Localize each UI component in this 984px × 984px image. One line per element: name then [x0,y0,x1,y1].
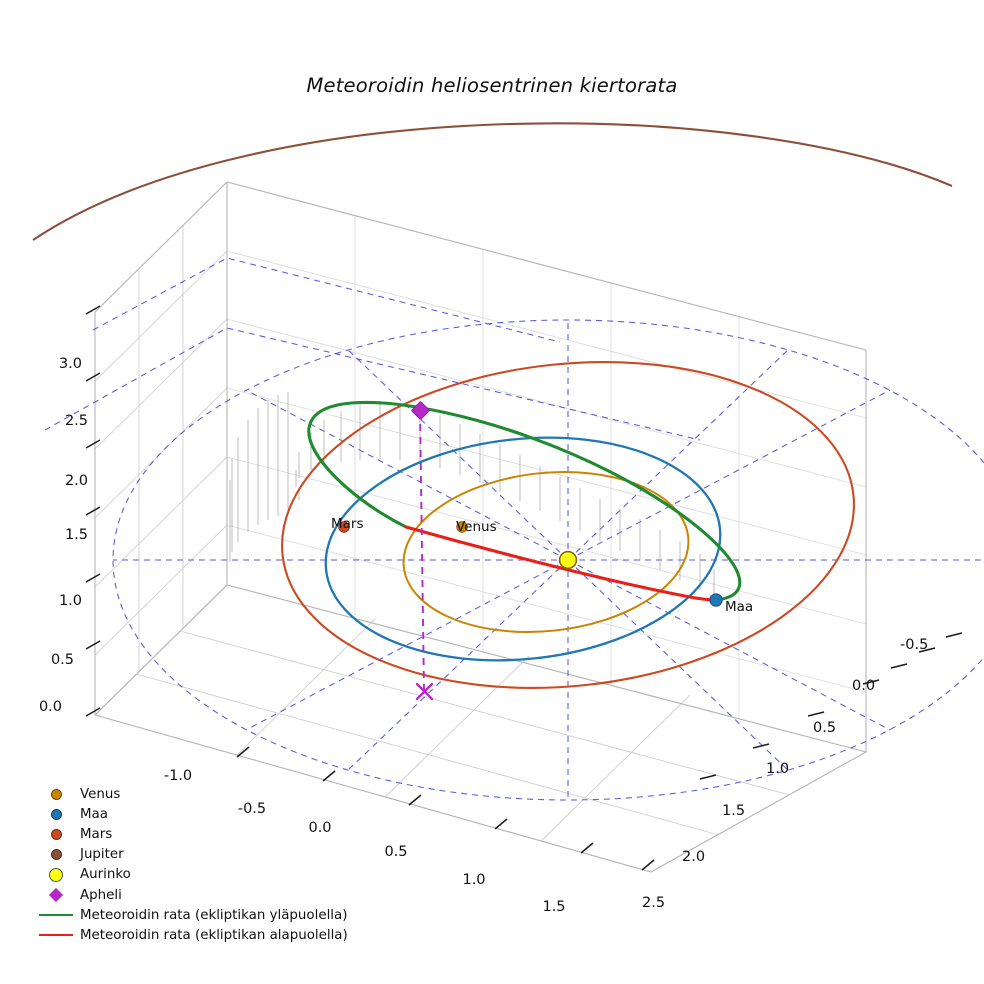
y-tick-label-4: 1.5 [722,802,746,819]
y-tick-label-2: 0.5 [813,719,837,736]
legend-item[interactable]: Mars [32,824,348,844]
legend-item-label: Meteoroidin rata (ekliptikan yläpuolella… [80,907,348,923]
x-tick-label-2: 0.0 [308,819,332,836]
legend-diamond-icon [32,887,80,903]
legend-item-label: Jupiter [80,847,124,863]
z-tick-label-4: 2.0 [64,472,88,489]
legend-sun-icon [32,867,80,882]
axis-tick-marks [85,305,963,871]
x-tick-label-4: 1.0 [462,871,486,888]
ecliptic-reference-guides [44,257,984,801]
legend-line-icon [32,934,80,937]
axes-box-outline [93,181,868,873]
y-tick-label-0: -0.5 [900,636,929,653]
body-label-mars: Mars [331,516,364,532]
legend-line-icon [32,914,80,917]
page-title: Meteoroidin heliosentrinen kiertorata [306,74,678,97]
planet-marker-earth [709,593,723,607]
z-tick-label-3: 1.5 [64,526,88,543]
pane-grid-back [226,181,867,753]
z-tick-label-0: 0.0 [38,698,62,715]
legend-item[interactable]: Meteoroidin rata (ekliptikan alapuolella… [32,925,348,945]
orbit-mars [281,361,855,689]
aphelion-projection-x-icon [415,682,434,701]
meteoroid-orbit-below-ecliptic [404,525,718,602]
legend-item[interactable]: Jupiter [32,845,348,865]
legend-item[interactable]: Venus [32,784,348,804]
orbit-earth [324,436,722,662]
y-tick-label-6: 2.5 [642,894,666,911]
sun-marker [558,550,578,570]
orbit-venus [402,471,690,633]
body-label-earth: Maa [725,599,754,615]
legend-item[interactable]: Meteoroidin rata (ekliptikan yläpuolella… [32,905,348,925]
pane-grid-left [94,181,228,716]
x-tick-label-1: -0.5 [237,800,267,817]
legend-item-label: Mars [80,826,113,842]
x-tick-label-3: 0.5 [384,843,408,860]
legend-item-label: Meteoroidin rata (ekliptikan alapuolella… [80,927,348,943]
z-tick-label-5: 2.5 [64,412,88,429]
y-tick-label-1: 0.0 [852,677,876,694]
legend-dot-icon [32,808,80,820]
legend-item-label: Venus [80,786,121,802]
legend-dot-icon [32,828,80,840]
meteoroid-orbit-above-ecliptic [307,400,742,602]
body-label-venus: Venus [456,519,497,535]
z-tick-label-1: 0.5 [50,651,74,668]
orbit-jupiter [32,122,953,241]
legend-item-label: Aurinko [80,867,131,883]
legend-dot-icon [32,788,80,800]
aphelion-drop-line [419,410,425,691]
y-tick-label-3: 1.0 [766,760,790,777]
legend-dot-icon [32,849,80,861]
legend-item[interactable]: Aurinko [32,865,348,885]
planet-marker-venus [456,521,468,533]
z-tick-label-6: 3.0 [58,355,82,372]
planet-marker-mars [338,521,350,533]
z-tick-label-2: 1.0 [58,592,82,609]
y-tick-label-5: 2.0 [682,848,706,865]
legend-item[interactable]: Maa [32,804,348,824]
x-tick-label-0: -1.0 [163,767,193,784]
orbit-stem-lines [229,392,715,597]
legend-item-label: Apheli [80,887,122,903]
legend: Venus Maa Mars Jupiter Aurinko Apheli Meteoroi… [32,784,348,946]
legend-item[interactable]: Apheli [32,885,348,905]
aphelion-marker [411,401,430,420]
legend-item-label: Maa [80,806,108,822]
x-tick-label-5: 1.5 [542,898,566,915]
